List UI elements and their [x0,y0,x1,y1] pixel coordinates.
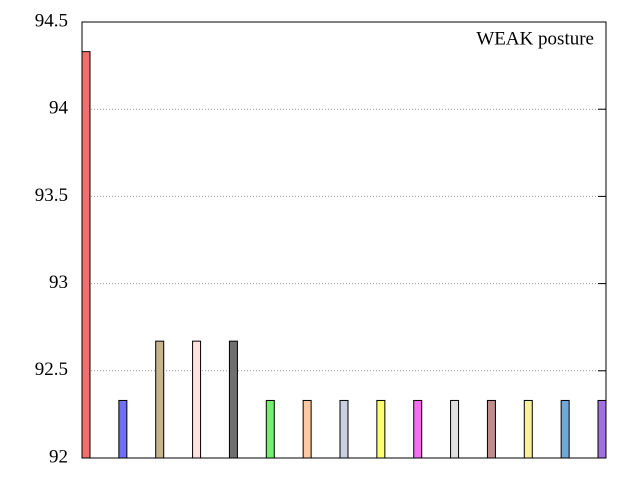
y-tick-label: 93 [49,272,68,293]
y-tick-label: 94 [49,98,69,119]
y-tick-label: 92 [49,446,68,467]
bar [339,399,349,459]
bar [81,51,91,459]
bar [486,399,496,459]
bar [523,399,533,459]
annotation: WEAK posture [476,28,594,49]
bar [376,399,386,459]
bar [155,340,165,459]
bar [560,399,570,459]
bar [192,340,202,459]
y-tick-label: 93.5 [35,185,68,206]
bar [413,399,423,459]
bar [450,399,460,459]
bar [265,399,275,459]
bar [228,340,238,459]
plot-frame [81,21,607,459]
bar [302,399,312,459]
y-tick-label: 92.5 [35,359,68,380]
bar [597,399,607,459]
bar [118,399,128,459]
y-tick-label: 94.5 [35,10,68,31]
